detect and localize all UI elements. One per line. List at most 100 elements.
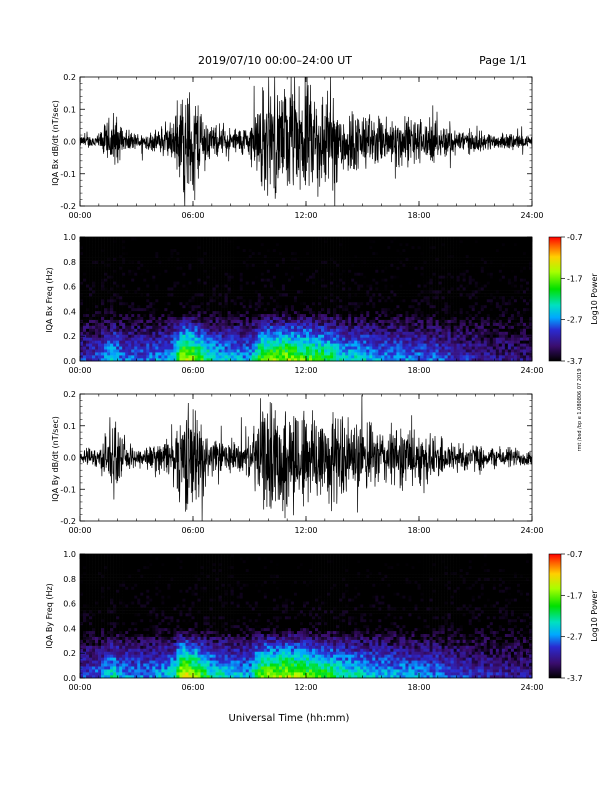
spectrogram-cell	[272, 242, 277, 247]
spectrogram-cell	[275, 316, 280, 320]
spectrogram-cell	[342, 337, 346, 341]
spectrogram-cell	[206, 266, 210, 270]
spectrogram-cell	[140, 281, 144, 285]
spectrogram-cell	[107, 290, 111, 294]
spectrogram-cell	[236, 299, 240, 303]
spectrogram-cell	[324, 266, 328, 270]
spectrogram-cell	[194, 237, 198, 241]
spectrogram-cell	[236, 334, 240, 338]
spectrogram-cell	[179, 257, 183, 261]
spectrogram-cell	[173, 284, 177, 288]
spectrogram-cell	[116, 287, 120, 291]
spectrogram-cell	[185, 307, 189, 312]
spectrogram-cell	[164, 287, 168, 291]
spectrogram-cell	[203, 340, 207, 344]
spectrogram-cell	[290, 293, 295, 297]
spectrogram-cell	[351, 248, 355, 253]
spectrogram-cell	[113, 290, 117, 294]
spectrogram-cell	[227, 278, 231, 282]
spectrogram-cell	[321, 251, 325, 256]
spectrogram-cell	[113, 358, 117, 362]
spectrogram-cell	[281, 355, 286, 359]
spectrogram-cell	[221, 340, 225, 344]
spectrogram-cell	[125, 245, 129, 250]
spectrogram-cell	[399, 284, 403, 288]
spectrogram-cell	[354, 313, 358, 318]
spectrogram-cell	[366, 334, 370, 338]
spectrogram-cell	[248, 301, 253, 306]
spectrogram-cell	[387, 331, 391, 335]
spectrogram-cell	[116, 343, 120, 347]
spectrogram-cell	[134, 287, 138, 291]
spectrogram-cell	[122, 301, 126, 306]
spectrogram-cell	[227, 248, 231, 253]
spectrogram-cell	[354, 337, 358, 341]
spectrogram-cell	[330, 290, 334, 294]
spectrogram-cell	[212, 352, 216, 356]
spectrogram-cell	[173, 290, 177, 294]
spectrogram-cell	[309, 355, 313, 359]
spectrogram-cell	[116, 325, 120, 329]
spectrogram-cell	[215, 355, 219, 359]
spectrogram-cell	[143, 293, 147, 297]
spectrogram-cell	[408, 346, 412, 350]
spectrogram-cell	[393, 248, 397, 253]
spectrogram-cell	[137, 334, 141, 338]
spectrogram-cell	[86, 251, 90, 256]
spectrogram-cell	[128, 296, 132, 300]
spectrogram-cell	[185, 248, 189, 253]
spectrogram-cell	[402, 352, 406, 356]
spectrogram-cell	[260, 296, 265, 300]
spectrogram-cell	[161, 299, 165, 303]
spectrogram-cell	[152, 322, 156, 326]
spectrogram-cell	[290, 319, 295, 323]
spectrogram-cell	[330, 307, 334, 312]
spectrogram-cell	[342, 254, 346, 258]
spectrogram-cell	[125, 299, 129, 303]
spectrogram-cell	[269, 322, 274, 326]
spectrogram-cell	[354, 301, 358, 306]
spectrogram-cell	[342, 269, 346, 273]
spectrogram-cell	[221, 248, 225, 253]
spectrogram-cell	[182, 358, 186, 362]
spectrogram-cell	[92, 278, 96, 282]
spectrogram-cell	[405, 337, 409, 341]
spectrogram-cell	[107, 304, 111, 309]
spectrogram-cell	[86, 266, 90, 270]
spectrogram-cell	[363, 352, 367, 356]
spectrogram-cell	[164, 319, 168, 323]
spectrogram-cell	[203, 316, 207, 320]
spectrogram-cell	[239, 237, 244, 241]
spectrogram-cell	[209, 346, 213, 350]
spectrogram-cell	[426, 269, 430, 273]
spectrogram-cell	[345, 290, 349, 294]
spectrogram-cell	[98, 337, 102, 341]
spectrogram-cell	[134, 248, 138, 253]
spectrogram-cell	[372, 275, 376, 279]
spectrogram-cell	[149, 293, 153, 297]
spectrogram-cell	[351, 307, 355, 312]
spectrogram-cell	[95, 266, 99, 270]
spectrogram-cell	[95, 346, 99, 350]
spectrogram-cell	[209, 337, 213, 341]
spectrogram-cell	[110, 328, 114, 332]
spectrogram-cell	[408, 301, 412, 306]
spectrogram-cell	[339, 319, 343, 323]
spectrogram-cell	[137, 278, 141, 282]
spectrogram-cell	[227, 254, 231, 258]
spectrogram-cell	[402, 290, 406, 294]
spectrogram-cell	[390, 322, 394, 326]
spectrogram-cell	[137, 340, 141, 344]
spectrogram-cell	[131, 272, 135, 276]
spectrogram-cell	[197, 272, 201, 276]
spectrogram-cell	[248, 278, 253, 282]
spectrogram-cell	[257, 287, 262, 291]
spectrogram-cell	[89, 251, 93, 256]
spectrogram-cell	[170, 263, 174, 267]
spectrogram-cell	[312, 237, 316, 241]
spectrogram-cell	[110, 242, 114, 247]
spectrogram-cell	[245, 310, 250, 315]
spectrogram-cell	[158, 272, 162, 276]
spectrogram-cell	[128, 301, 132, 306]
spectrogram-cell	[188, 307, 192, 312]
